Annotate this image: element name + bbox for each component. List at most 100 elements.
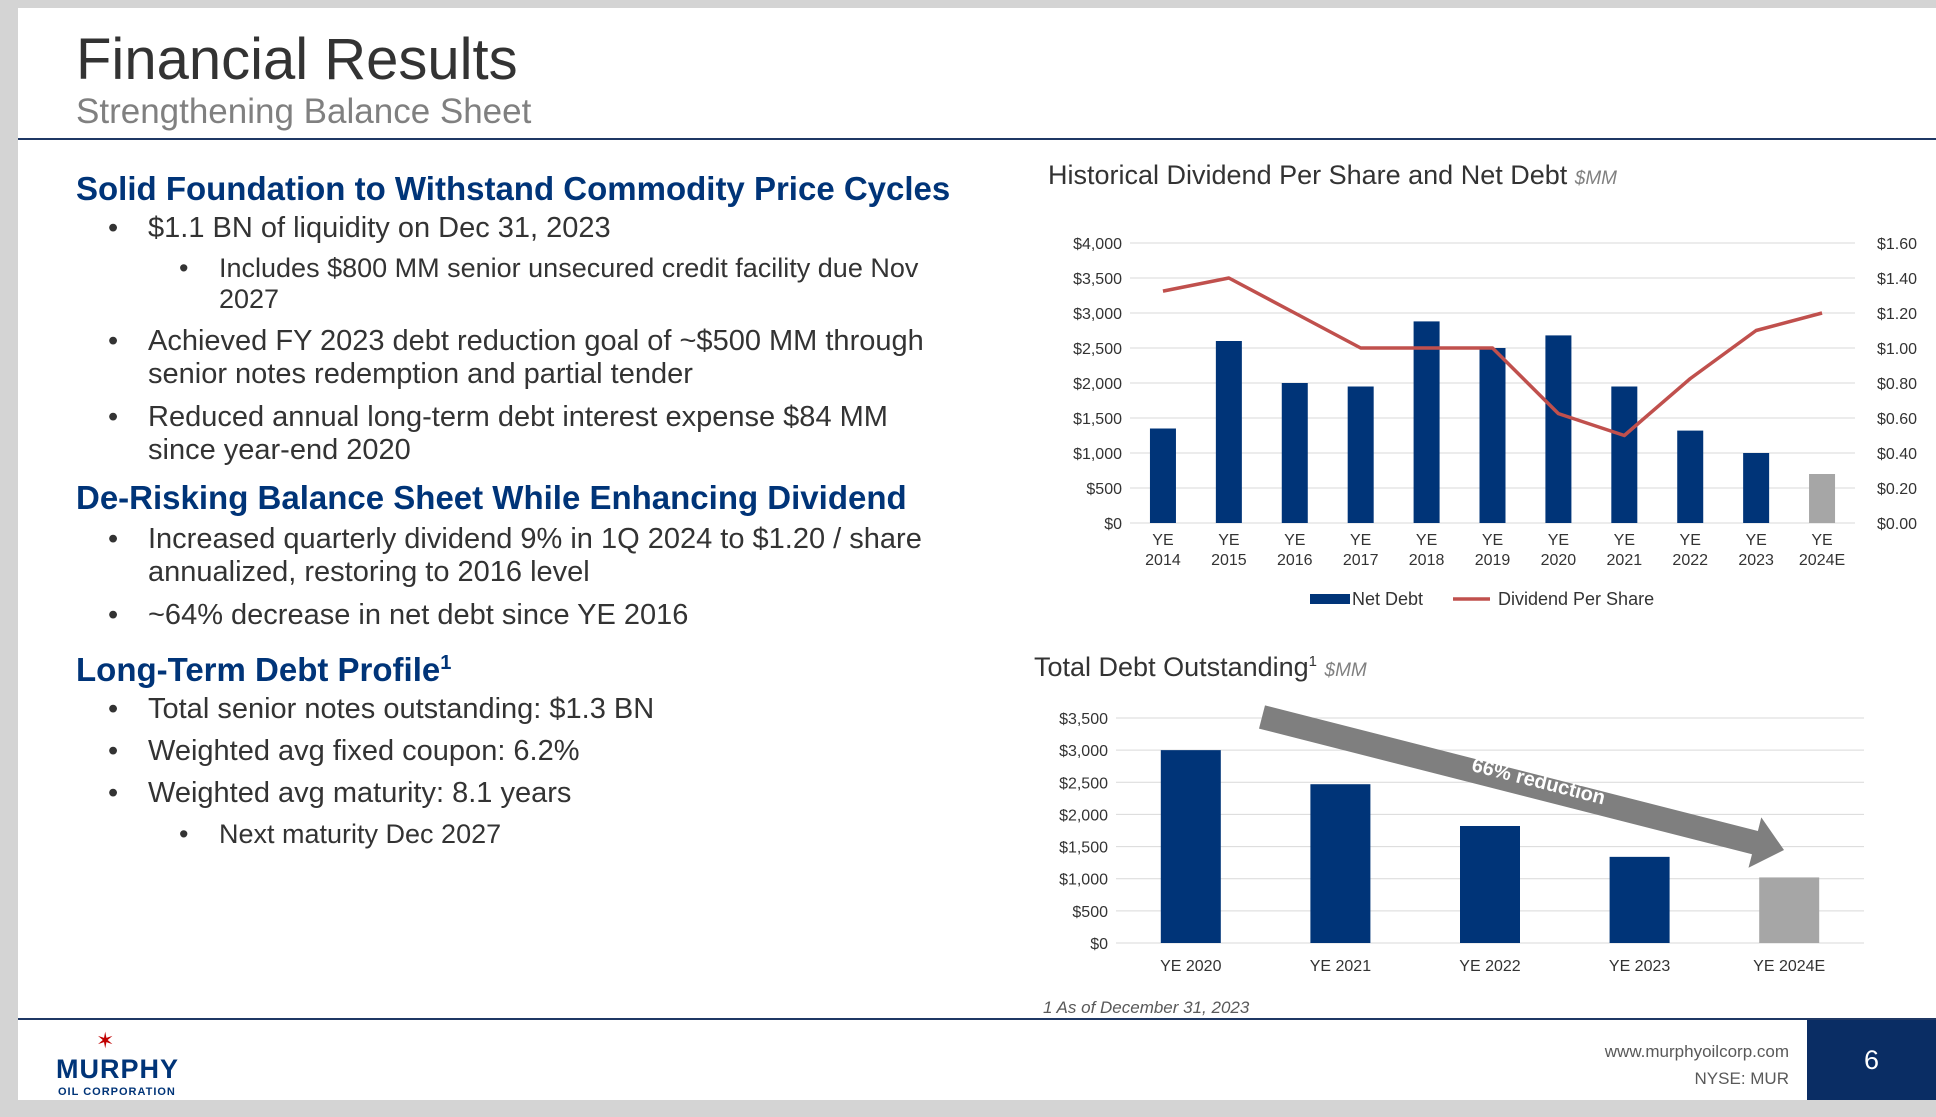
- y-tick-label: $2,000: [1059, 807, 1108, 824]
- chart1-title: Historical Dividend Per Share and Net De…: [1048, 160, 1617, 190]
- y-left-tick-label: $500: [1086, 481, 1122, 498]
- y-right-tick-label: $1.40: [1877, 271, 1917, 288]
- y-tick-label: $0: [1090, 936, 1108, 953]
- bullet-item: Weighted avg maturity: 8.1 years: [76, 777, 956, 810]
- header-divider: [18, 138, 1936, 140]
- x-tick-label: 2019: [1475, 552, 1511, 569]
- x-tick-label: 2017: [1343, 552, 1379, 569]
- x-tick-label: YE 2020: [1160, 958, 1221, 975]
- x-tick-label: YE: [1548, 532, 1569, 549]
- y-right-tick-label: $0.40: [1877, 446, 1917, 463]
- legend-swatch-net-debt: [1310, 594, 1350, 604]
- y-left-tick-label: $0: [1104, 516, 1122, 533]
- y-right-tick-label: $0.00: [1877, 516, 1917, 533]
- y-left-tick-label: $3,000: [1073, 306, 1122, 323]
- logo-star-icon: ✶: [96, 1028, 115, 1053]
- y-left-tick-label: $1,500: [1073, 411, 1122, 428]
- y-right-tick-label: $1.20: [1877, 306, 1917, 323]
- x-tick-label: 2021: [1607, 552, 1643, 569]
- y-left-tick-label: $1,000: [1073, 446, 1122, 463]
- section-heading: De-Risking Balance Sheet While Enhancing…: [76, 479, 907, 516]
- company-logo: ✶ MURPHY OIL CORPORATION: [56, 1028, 180, 1098]
- y-tick-label: $1,000: [1059, 872, 1108, 889]
- section-dividend: De-Risking Balance Sheet While Enhancing…: [76, 479, 956, 632]
- section-heading: Long-Term Debt Profile1: [76, 651, 452, 688]
- net-debt-bar: [1413, 321, 1440, 523]
- x-tick-label: YE: [1614, 532, 1635, 549]
- x-tick-label: YE: [1284, 532, 1305, 549]
- content-column: Solid Foundation to Withstand Commodity …: [76, 170, 956, 850]
- debt-bar: [1759, 877, 1820, 943]
- dividend-net-debt-chart: $0 $500 $1,000 $1,500 $2,000 $2,500 $3,000 $3,5…: [1073, 236, 1917, 609]
- y-tick-label: $3,000: [1059, 743, 1108, 760]
- net-debt-bar: [1611, 386, 1638, 523]
- x-tick-label: 2015: [1211, 552, 1247, 569]
- y-right-tick-label: $1.60: [1877, 236, 1917, 253]
- page-subtitle: Strengthening Balance Sheet: [76, 92, 532, 131]
- net-debt-bar: [1479, 348, 1506, 523]
- net-debt-bar: [1809, 474, 1836, 523]
- x-tick-label: YE: [1482, 532, 1503, 549]
- legend-label: Dividend Per Share: [1498, 589, 1654, 609]
- x-tick-label: 2024E: [1799, 552, 1845, 569]
- net-debt-bar: [1281, 383, 1308, 523]
- x-tick-label: YE: [1745, 532, 1766, 549]
- net-debt-bar: [1743, 453, 1770, 523]
- website-text: www.murphyoilcorp.com: [1604, 1042, 1789, 1061]
- x-tick-label: 2022: [1672, 552, 1708, 569]
- footer-info: www.murphyoilcorp.com NYSE: MUR: [1605, 1038, 1789, 1092]
- y-left-tick-label: $4,000: [1073, 236, 1122, 253]
- x-tick-label: YE 2023: [1609, 958, 1670, 975]
- net-debt-bar: [1149, 428, 1176, 523]
- sub-bullet-item: Next maturity Dec 2027: [76, 819, 956, 850]
- debt-bar: [1609, 856, 1670, 943]
- y-right-tick-label: $0.60: [1877, 411, 1917, 428]
- section-liquidity: Solid Foundation to Withstand Commodity …: [76, 170, 956, 467]
- bullet-item: Achieved FY 2023 debt reduction goal of …: [76, 325, 956, 391]
- bullet-item: Weighted avg fixed coupon: 6.2%: [76, 735, 956, 768]
- sub-bullet-item: Includes $800 MM senior unsecured credit…: [76, 253, 956, 315]
- y-right-tick-label: $1.00: [1877, 341, 1917, 358]
- total-debt-chart: $0 $500 $1,000 $1,500 $2,000 $2,500 $3,000 $3,5…: [1059, 705, 1864, 975]
- x-tick-label: YE: [1680, 532, 1701, 549]
- y-right-tick-label: $0.20: [1877, 481, 1917, 498]
- net-debt-bar: [1215, 341, 1242, 523]
- net-debt-bar: [1545, 335, 1572, 523]
- x-tick-label: YE: [1350, 532, 1371, 549]
- net-debt-bar: [1347, 386, 1374, 523]
- x-tick-label: YE 2021: [1310, 958, 1371, 975]
- dividend-per-share-line: [1162, 276, 1823, 438]
- y-tick-label: $2,500: [1059, 775, 1108, 792]
- debt-bar: [1160, 750, 1221, 943]
- x-tick-label: YE: [1218, 532, 1239, 549]
- bullet-item: ~64% decrease in net debt since YE 2016: [76, 599, 956, 632]
- x-tick-label: YE: [1811, 532, 1832, 549]
- chart2-title: Total Debt Outstanding1 $MM: [1034, 652, 1367, 682]
- legend-label: Net Debt: [1352, 589, 1423, 609]
- y-tick-label: $500: [1072, 904, 1108, 921]
- y-tick-label: $3,500: [1059, 711, 1108, 728]
- y-left-tick-label: $3,500: [1073, 271, 1122, 288]
- x-tick-label: YE: [1152, 532, 1173, 549]
- footer-divider: [18, 1018, 1936, 1020]
- x-tick-label: 2014: [1145, 552, 1181, 569]
- bullet-item: Increased quarterly dividend 9% in 1Q 20…: [76, 523, 956, 589]
- page-title: Financial Results: [76, 27, 518, 92]
- bullet-item: $1.1 BN of liquidity on Dec 31, 2023: [76, 212, 956, 245]
- y-tick-label: $1,500: [1059, 840, 1108, 857]
- footnote: 1 As of December 31, 2023: [1043, 998, 1250, 1017]
- x-tick-label: YE: [1416, 532, 1437, 549]
- section-heading: Solid Foundation to Withstand Commodity …: [76, 170, 951, 207]
- ticker-text: NYSE: MUR: [1694, 1069, 1789, 1088]
- page-number: 6: [1807, 1020, 1936, 1100]
- reduction-arrow: [1259, 705, 1784, 868]
- x-tick-label: 2018: [1409, 552, 1445, 569]
- bullet-item: Reduced annual long-term debt interest e…: [76, 401, 956, 467]
- net-debt-bar: [1677, 430, 1704, 523]
- debt-bar: [1310, 784, 1371, 943]
- y-left-tick-label: $2,500: [1073, 341, 1122, 358]
- x-tick-label: 2023: [1738, 552, 1774, 569]
- slide: Financial Results Strengthening Balance …: [18, 8, 1936, 1100]
- x-tick-label: 2016: [1277, 552, 1313, 569]
- debt-bar: [1460, 826, 1520, 943]
